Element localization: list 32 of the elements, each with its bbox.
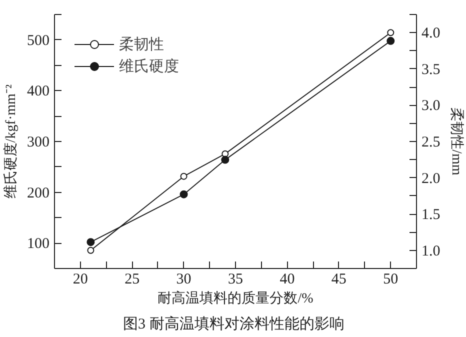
legend-label: 维氏硬度 xyxy=(119,57,179,76)
y-axis-title: 维氏硬度/kgf·mm⁻² xyxy=(3,84,19,199)
x-tick-label: 20 xyxy=(72,272,88,288)
x-tick-label: 35 xyxy=(228,272,243,288)
y2-tick-label: 4.0 xyxy=(422,26,440,42)
y-tick-label: 100 xyxy=(27,236,50,252)
x-tick-label: 30 xyxy=(176,272,192,288)
text: 图3 耐高温填料对涂料性能的影响 xyxy=(123,316,344,332)
y2-tick-label: 1.0 xyxy=(422,243,440,260)
y-tick-label: 400 xyxy=(27,84,50,100)
x-tick-label: 25 xyxy=(124,272,140,288)
point xyxy=(221,156,230,164)
y2-tick-label: 3.0 xyxy=(422,98,440,114)
y2-tick-label: 2.0 xyxy=(422,170,440,187)
x-axis-title: 耐高温填料的质量分数/% xyxy=(158,290,314,306)
point xyxy=(386,36,395,45)
point xyxy=(180,172,188,180)
x-tick-label: 50 xyxy=(383,272,398,288)
point xyxy=(387,29,394,36)
y2-tick-label: 1.5 xyxy=(422,207,440,224)
x-tick-label: 40 xyxy=(280,272,295,288)
y-tick-label: 300 xyxy=(27,134,50,150)
point xyxy=(87,246,94,254)
point xyxy=(180,190,188,198)
y-tick-label: 500 xyxy=(27,32,50,49)
point xyxy=(86,238,95,246)
y-tick-label: 200 xyxy=(27,185,50,202)
legend-label: 柔韧性 xyxy=(119,36,164,54)
y2-axis-title: 柔韧性/mm xyxy=(448,108,464,176)
x-tick-label: 45 xyxy=(331,272,346,288)
y2-tick-label: 2.5 xyxy=(422,134,440,150)
y2-tick-label: 3.5 xyxy=(422,62,440,78)
